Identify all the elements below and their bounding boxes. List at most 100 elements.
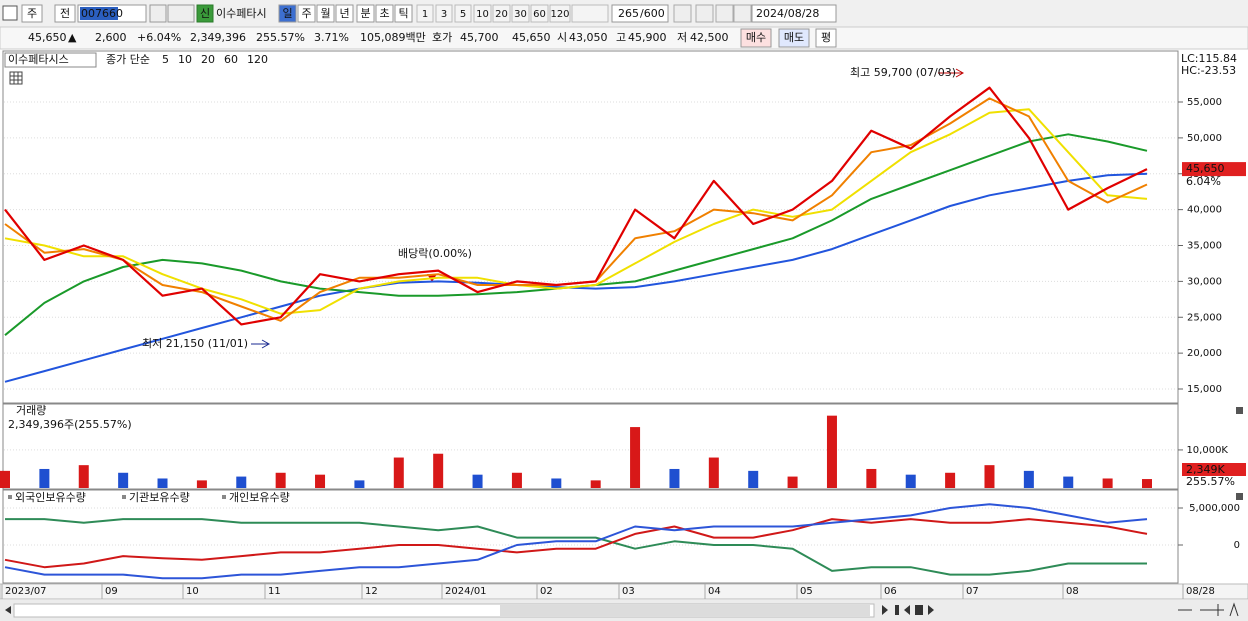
- zoom-controls[interactable]: [1178, 602, 1239, 617]
- buy-button[interactable]: 매수: [746, 31, 766, 44]
- button[interactable]: [356, 4, 375, 23]
- period[interactable]: 일: [282, 6, 292, 20]
- panel-title: 거래량: [16, 404, 46, 417]
- date: 2024/08/28: [756, 7, 819, 20]
- info-arrow: ▲: [68, 31, 77, 44]
- button[interactable]: [473, 4, 492, 23]
- series-line: [4, 503, 1148, 580]
- y-tick-label: 5,000,000: [1189, 503, 1240, 514]
- button[interactable]: [416, 4, 434, 23]
- period[interactable]: 주: [301, 7, 311, 20]
- volume-bar: [984, 465, 995, 488]
- legend-entry: 개인보유수량: [229, 491, 290, 504]
- button[interactable]: [149, 4, 167, 23]
- volume-bar: [236, 476, 247, 488]
- series-line: [4, 86, 1148, 326]
- button[interactable]: [778, 28, 810, 48]
- period[interactable]: 년: [339, 7, 349, 20]
- volume-bar: [354, 480, 365, 488]
- period[interactable]: 틱: [398, 7, 408, 20]
- interval[interactable]: 60: [533, 9, 546, 20]
- legend-entry: 120: [247, 53, 268, 66]
- scroll-controls[interactable]: [882, 605, 934, 615]
- series-line: [4, 172, 1148, 383]
- volume-bar: [826, 415, 837, 488]
- x-tick-label: 2023/07: [5, 586, 47, 597]
- volume-bar: [708, 457, 719, 488]
- interval[interactable]: 20: [495, 9, 508, 20]
- button[interactable]: [740, 28, 772, 48]
- series-line: [4, 108, 1148, 315]
- info-bar-bg: [0, 26, 1248, 50]
- button[interactable]: [394, 4, 413, 23]
- lc-label: LC:115.84: [1181, 52, 1237, 65]
- button[interactable]: [196, 4, 214, 23]
- interval[interactable]: 30: [514, 9, 527, 20]
- volume-bar: [866, 468, 877, 488]
- volume-bar: [39, 468, 50, 488]
- table-icon[interactable]: [9, 71, 23, 85]
- panel-close[interactable]: [1236, 407, 1243, 414]
- period[interactable]: 월: [320, 7, 330, 20]
- button[interactable]: [454, 4, 472, 23]
- interval[interactable]: 3: [441, 9, 447, 20]
- button[interactable]: [492, 4, 511, 23]
- avg-button[interactable]: 평: [821, 31, 831, 44]
- holding-panel: [2, 489, 1179, 584]
- button[interactable]: [297, 4, 316, 23]
- period[interactable]: 초: [379, 7, 389, 20]
- tool-icon[interactable]: [695, 4, 714, 23]
- scroll-thumb[interactable]: [500, 605, 870, 616]
- interval[interactable]: 1: [422, 9, 428, 20]
- button[interactable]: [167, 4, 195, 23]
- panel-close[interactable]: [1236, 493, 1243, 500]
- interval[interactable]: 5: [460, 9, 466, 20]
- button[interactable]: [549, 4, 571, 23]
- y-tick-label: 25,000: [1187, 312, 1222, 323]
- button[interactable]: [335, 4, 354, 23]
- volume-bar: [590, 480, 601, 488]
- interval[interactable]: 120: [550, 9, 569, 20]
- scroll-left[interactable]: [5, 606, 11, 614]
- info-ask: 45,700: [460, 31, 499, 44]
- annotation: 배당락(0.00%): [398, 247, 472, 260]
- current-price-box: [1182, 162, 1246, 177]
- button[interactable]: [54, 4, 76, 23]
- market: 주: [27, 7, 37, 20]
- menu-icon[interactable]: [2, 5, 18, 21]
- info-bid: 45,650: [512, 31, 551, 44]
- selection: [80, 7, 118, 20]
- y-tick-label: 0: [1234, 540, 1240, 551]
- button[interactable]: [530, 4, 549, 23]
- legend-box: [4, 52, 97, 68]
- x-axis-bar: [0, 583, 1248, 600]
- y-tick-label: 15,000: [1187, 384, 1222, 395]
- interval[interactable]: 10: [476, 9, 489, 20]
- sell-button[interactable]: 매도: [784, 31, 804, 44]
- button[interactable]: [435, 4, 453, 23]
- info-change: 2,600: [95, 31, 127, 44]
- tool-icon[interactable]: [733, 4, 752, 23]
- button[interactable]: [316, 4, 335, 23]
- table-icon-grid: [10, 72, 22, 84]
- current-price: 45,650: [1186, 162, 1225, 175]
- stock-name: 이수페타시: [216, 7, 267, 20]
- button[interactable]: [278, 4, 297, 23]
- button[interactable]: [571, 4, 609, 23]
- button[interactable]: [815, 28, 837, 48]
- info-change-pct: +6.04%: [137, 31, 181, 44]
- x-tick-label: 04: [708, 586, 721, 597]
- button[interactable]: [21, 4, 43, 23]
- volume-bar: [315, 474, 326, 488]
- button[interactable]: [375, 4, 394, 23]
- tool-icon[interactable]: [715, 4, 734, 23]
- button[interactable]: [511, 4, 530, 23]
- button[interactable]: [611, 4, 669, 23]
- button[interactable]: [751, 4, 837, 23]
- tool-icon[interactable]: [673, 4, 692, 23]
- legend-entry: 5: [162, 53, 169, 66]
- y-tick-label: 55,000: [1187, 97, 1222, 108]
- period[interactable]: 분: [360, 7, 370, 20]
- low-arrow: [251, 339, 271, 349]
